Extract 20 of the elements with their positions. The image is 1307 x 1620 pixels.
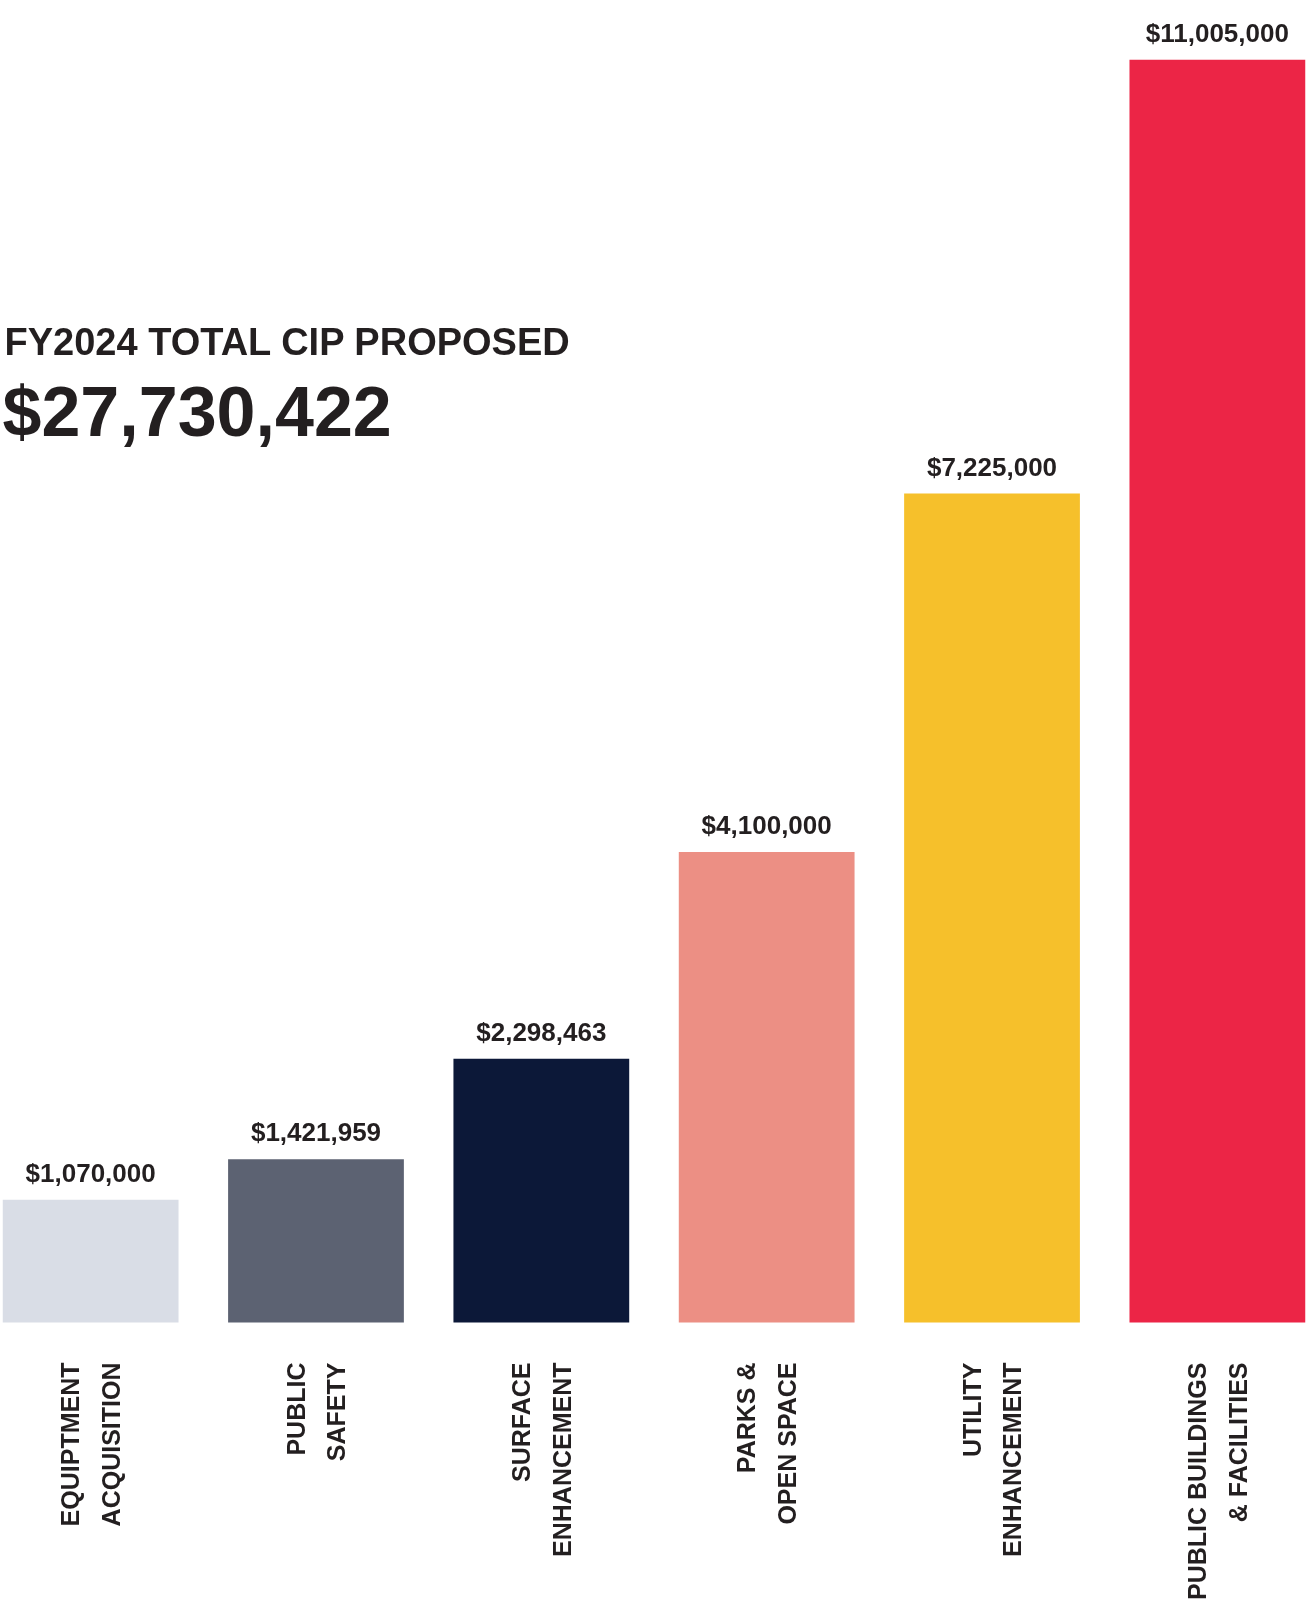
- data-label: $4,100,000: [701, 810, 832, 841]
- data-label: $7,225,000: [926, 451, 1058, 482]
- data-label: $2,298,463: [476, 1016, 607, 1047]
- x-tick-label: EQUIPTMENT ACQUISITION: [56, 1362, 125, 1527]
- x-tick-label: PUBLIC BUILDINGS & FACILITIES: [1183, 1362, 1252, 1601]
- text: FY2024 TOTAL CIP PROPOSED: [4, 320, 570, 363]
- x-tick-label: UTILITY ENHANCEMENT: [957, 1362, 1027, 1557]
- bar: [2, 1199, 179, 1323]
- x-tick-label: SURFACE ENHANCEMENT: [507, 1362, 576, 1557]
- data-label: $1,070,000: [25, 1157, 156, 1188]
- text: $27,730,422: [2, 372, 392, 451]
- bar: [453, 1058, 630, 1323]
- bar: [228, 1159, 404, 1323]
- x-tick-label: PUBLIC SAFETY: [281, 1362, 351, 1462]
- bar: [1129, 59, 1306, 1323]
- bar: [904, 493, 1080, 1323]
- data-label: $1,421,959: [250, 1117, 382, 1148]
- bar: [678, 852, 855, 1323]
- x-tick-label: PARKS & OPEN SPACE: [732, 1362, 801, 1525]
- data-label: $11,005,000: [1145, 17, 1289, 48]
